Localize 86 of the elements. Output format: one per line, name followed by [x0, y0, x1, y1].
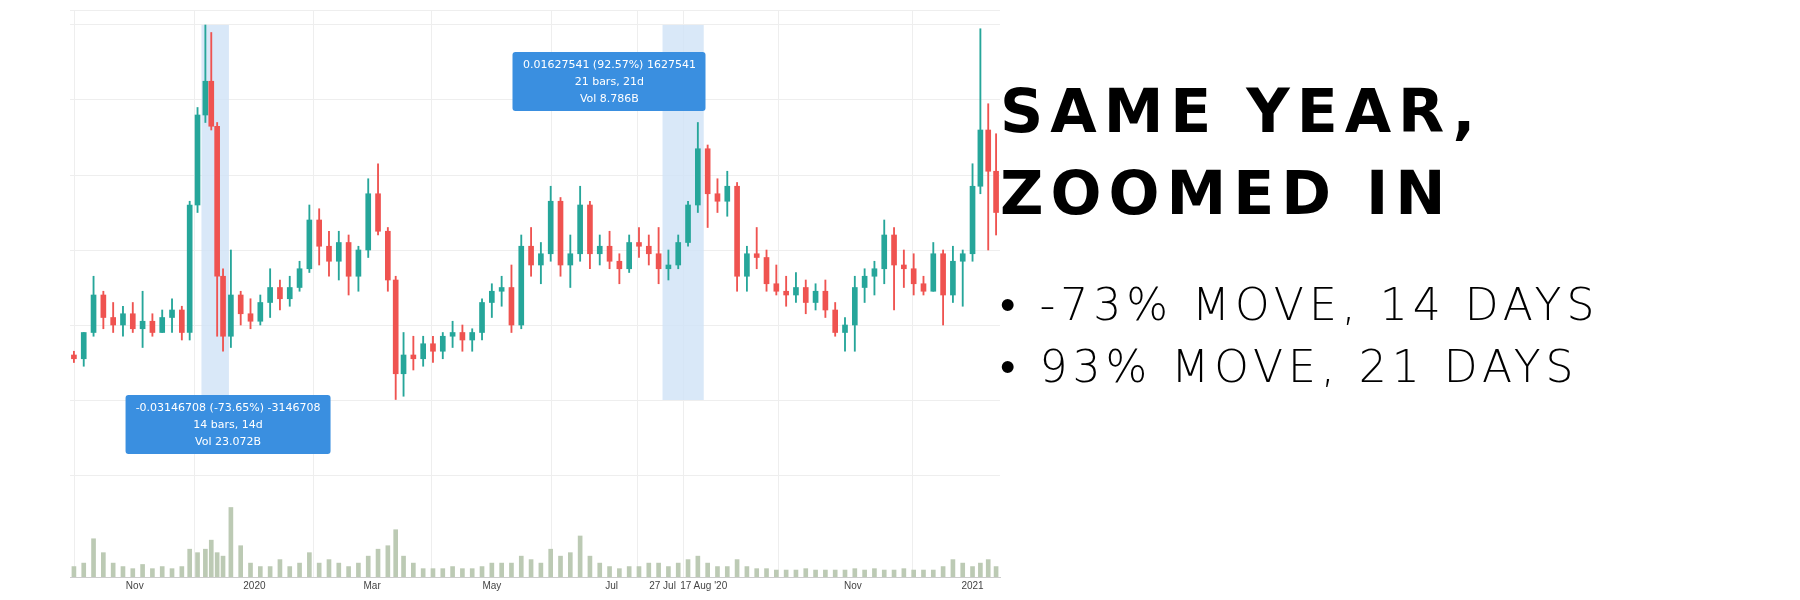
bar — [140, 564, 145, 577]
bar — [101, 552, 106, 577]
bar — [307, 552, 312, 577]
bar — [754, 568, 760, 577]
bar — [393, 529, 399, 577]
bar — [911, 569, 916, 577]
bar — [862, 569, 867, 577]
bar — [336, 562, 342, 577]
bar — [715, 566, 720, 577]
x-tick-label: 27 Jul — [649, 579, 676, 591]
bar — [450, 566, 455, 577]
bar — [420, 568, 426, 577]
annotation: • 93% MOVE, 21 DAYS — [1000, 340, 1580, 394]
bar — [346, 566, 351, 577]
candlestick — [959, 249, 966, 307]
bar — [248, 562, 253, 577]
bar — [238, 545, 244, 577]
bar — [646, 562, 652, 577]
bar — [469, 568, 475, 577]
x-tick-label: 17 Aug '20 — [680, 579, 728, 591]
bar — [509, 562, 514, 577]
bar — [430, 568, 436, 577]
bar — [287, 566, 293, 577]
x-tick-label: Jul — [605, 579, 618, 591]
bar — [666, 566, 671, 577]
bar — [852, 568, 858, 577]
bar — [813, 569, 818, 577]
bar — [460, 568, 465, 577]
bar — [656, 562, 661, 577]
bar — [823, 569, 828, 577]
bar — [675, 562, 681, 577]
bar — [316, 562, 322, 577]
bar — [297, 562, 302, 577]
candlestick — [753, 227, 760, 270]
x-tick-label: Nov — [843, 579, 862, 591]
bar — [724, 566, 730, 577]
bar — [764, 568, 769, 577]
bar — [774, 569, 779, 577]
bar — [195, 552, 200, 577]
bar — [548, 548, 554, 577]
x-tick-label: 2021 — [961, 579, 985, 591]
text: SAME YEAR, ZOOMED IN — [1000, 75, 1484, 230]
bar — [169, 568, 175, 577]
bar — [558, 555, 563, 577]
bar — [91, 538, 96, 577]
bar — [159, 566, 165, 577]
bar — [257, 566, 263, 577]
bar — [626, 566, 632, 577]
text: -0.03146708 (-73.65%) -3146708 14 bars, 14d Vol 23.072B — [125, 395, 331, 454]
bar — [921, 569, 926, 577]
bar — [970, 566, 975, 577]
bar — [150, 568, 155, 577]
bar — [617, 568, 622, 577]
bar — [440, 568, 446, 577]
bar — [81, 562, 87, 577]
bar — [930, 569, 936, 577]
candlestick — [636, 227, 642, 258]
x-tick-label: 2020 — [243, 579, 266, 591]
annotation: 0.01627541 (92.57%) 1627541 21 bars, 21d Vol 8.786B — [512, 52, 706, 111]
bar — [567, 552, 573, 577]
bar — [411, 562, 416, 577]
bar — [803, 568, 809, 577]
bar — [518, 555, 524, 577]
bar — [881, 569, 887, 577]
bar — [365, 555, 371, 577]
x-tick-label: May — [482, 579, 502, 591]
bar — [597, 562, 603, 577]
bar — [356, 562, 361, 577]
candlestick — [498, 275, 505, 307]
bar — [499, 562, 504, 577]
bar — [832, 569, 838, 577]
x-tick-label: Nov — [125, 579, 144, 591]
bar — [130, 568, 136, 577]
bar — [978, 562, 983, 577]
bar — [187, 548, 193, 577]
annotation: • -73% MOVE, 14 DAYS — [1000, 278, 1601, 332]
x-tick-label: Mar — [363, 579, 382, 591]
bar — [872, 568, 877, 577]
candlestick — [783, 275, 789, 307]
bar — [401, 555, 406, 577]
bar — [607, 566, 612, 577]
bar — [985, 559, 991, 577]
bar — [901, 568, 907, 577]
bar — [960, 562, 966, 577]
bar — [705, 562, 710, 577]
candlestick — [901, 249, 907, 288]
